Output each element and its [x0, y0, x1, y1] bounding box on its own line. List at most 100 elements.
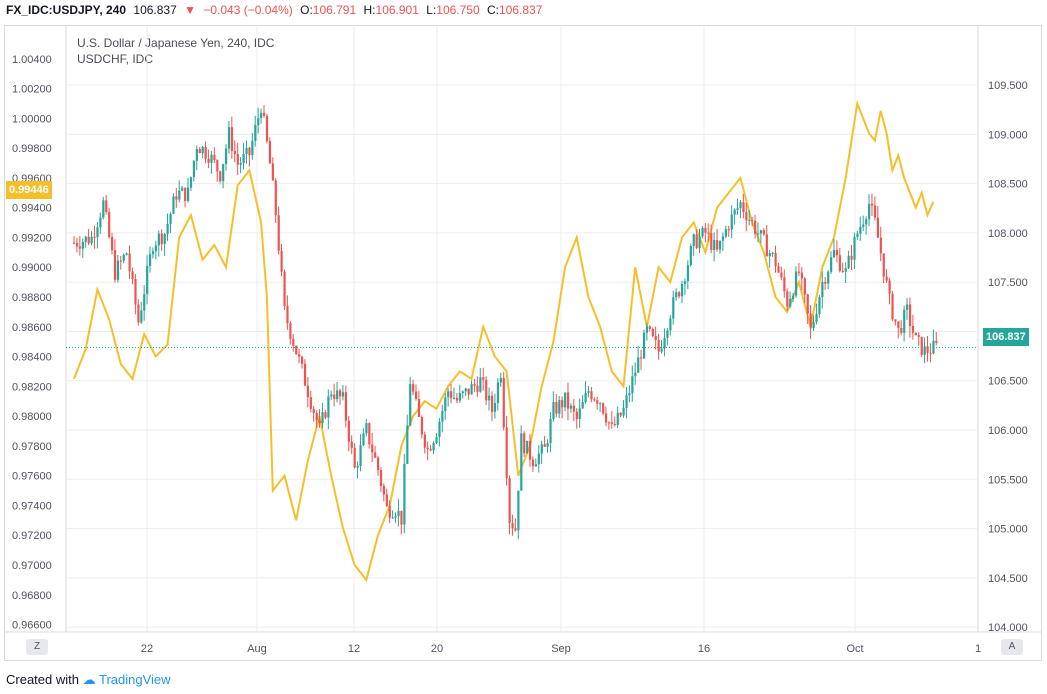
- left-axis-tick-label: 1.00400: [12, 54, 52, 66]
- candle-body: [482, 377, 485, 380]
- right-axis-tick-label: 105.500: [988, 474, 1028, 486]
- candle-body: [283, 271, 286, 306]
- candle-body: [376, 457, 380, 471]
- candle-body: [534, 464, 538, 467]
- candle-body: [777, 266, 780, 273]
- candle-body: [680, 284, 684, 297]
- auto-scale-button[interactable]: A: [1001, 639, 1023, 655]
- left-axis-tick-label: 0.98200: [12, 381, 52, 393]
- candle-body: [692, 234, 695, 247]
- candle-body: [128, 253, 131, 272]
- candle-body: [186, 187, 190, 201]
- candle-body: [640, 357, 643, 359]
- candle-body: [382, 485, 386, 495]
- candle-body: [87, 236, 90, 244]
- candle-body: [344, 392, 348, 421]
- candle-body: [555, 401, 558, 414]
- candle-body: [467, 388, 470, 395]
- candle-body: [81, 241, 84, 249]
- candle-body: [689, 246, 692, 266]
- candle-body: [724, 229, 728, 237]
- candle-body: [718, 240, 722, 250]
- symbol-header: FX_IDC:USDJPY, 240 106.837 ▼ −0.043 (−0.…: [6, 3, 546, 17]
- candle-body: [540, 444, 543, 454]
- x-axis-tick-label: Aug: [247, 643, 267, 655]
- low-label: L:: [426, 3, 437, 17]
- candle-body: [102, 200, 105, 218]
- compare-series-legend[interactable]: USDCHF, IDC: [77, 52, 154, 66]
- candle-body: [920, 336, 923, 355]
- candle-body: [847, 255, 850, 269]
- symbol-label[interactable]: FX_IDC:USDJPY, 240: [6, 3, 127, 17]
- candle-body: [748, 219, 751, 221]
- candle-body: [929, 352, 932, 354]
- candle-body: [122, 254, 125, 261]
- candle-body: [394, 516, 397, 518]
- left-axis-tick-label: 0.99800: [12, 143, 52, 155]
- candle-body: [172, 196, 175, 214]
- candle-body: [628, 393, 631, 396]
- candle-body: [584, 392, 587, 403]
- candle-body: [286, 305, 289, 324]
- candle-body: [327, 396, 330, 418]
- candle-body: [900, 327, 903, 333]
- candle-body: [96, 227, 99, 238]
- candle-body: [374, 452, 377, 458]
- candle-body: [90, 236, 93, 244]
- x-axis-tick-label: 22: [141, 643, 153, 655]
- candle-body: [695, 234, 698, 248]
- candle-body: [119, 260, 122, 262]
- candle-body: [558, 400, 561, 414]
- candle-body: [438, 421, 441, 437]
- x-axis-tick-label: 12: [348, 643, 360, 655]
- candle-body: [511, 523, 514, 529]
- candle-body: [321, 412, 324, 424]
- candle-body: [736, 208, 739, 210]
- candle-body: [213, 154, 216, 161]
- candle-body: [827, 271, 830, 284]
- candle-body: [631, 376, 634, 394]
- right-axis-tick-label: 107.500: [988, 277, 1028, 289]
- candle-body: [917, 335, 920, 337]
- candle-body: [254, 125, 257, 141]
- candle-body: [727, 229, 730, 231]
- candle-body: [526, 440, 529, 454]
- candle-body: [911, 326, 915, 333]
- candle-body: [873, 205, 877, 218]
- candle-body: [461, 391, 464, 394]
- candle-body: [309, 397, 312, 409]
- tradingview-brand[interactable]: TradingView: [99, 672, 171, 687]
- candle-body: [637, 357, 640, 373]
- candle-body: [683, 281, 687, 285]
- candle-body: [838, 255, 842, 271]
- candle-body: [397, 510, 400, 517]
- candle-body: [210, 154, 213, 163]
- candle-body: [835, 250, 839, 256]
- left-axis-tick-label: 0.96800: [12, 590, 52, 602]
- candle-body: [125, 253, 128, 255]
- candle-body: [452, 397, 456, 399]
- candle-body: [160, 233, 163, 245]
- candle-body: [333, 394, 336, 400]
- candle-body: [414, 391, 418, 400]
- candle-body: [528, 440, 532, 460]
- left-axis-tick-label: 0.99400: [12, 203, 52, 215]
- candle-body: [742, 202, 745, 212]
- candle-body: [903, 309, 906, 333]
- candle-body: [289, 323, 292, 339]
- candle-body: [587, 391, 590, 393]
- candle-body: [733, 209, 736, 215]
- candle-body: [531, 459, 535, 467]
- candle-body: [362, 433, 365, 446]
- candle-body: [426, 447, 429, 450]
- candle-body: [935, 340, 938, 343]
- main-series-legend[interactable]: U.S. Dollar / Japanese Yen, 240, IDC: [77, 36, 275, 50]
- candle-body: [78, 246, 82, 249]
- candle-body: [859, 226, 862, 234]
- candle-body: [698, 236, 701, 248]
- candle-body: [336, 390, 339, 400]
- candle-body: [765, 234, 768, 257]
- timezone-button[interactable]: Z: [26, 639, 48, 655]
- candle-body: [669, 318, 672, 331]
